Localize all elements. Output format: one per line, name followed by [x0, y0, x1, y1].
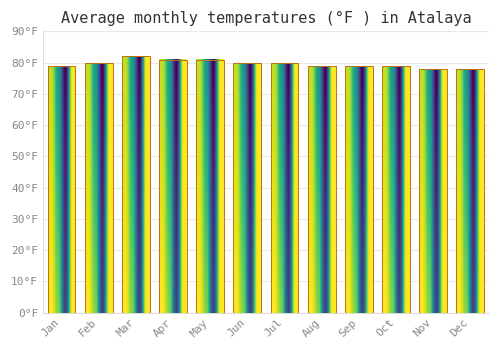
Bar — [308, 66, 336, 313]
Bar — [234, 63, 262, 313]
Bar — [85, 63, 112, 313]
Bar — [48, 66, 76, 313]
Title: Average monthly temperatures (°F ) in Atalaya: Average monthly temperatures (°F ) in At… — [60, 11, 471, 26]
Bar — [196, 60, 224, 313]
Bar — [382, 66, 410, 313]
Bar — [345, 66, 373, 313]
Bar — [456, 69, 484, 313]
Bar — [122, 56, 150, 313]
Bar — [159, 60, 187, 313]
Bar — [419, 69, 447, 313]
Bar — [270, 63, 298, 313]
